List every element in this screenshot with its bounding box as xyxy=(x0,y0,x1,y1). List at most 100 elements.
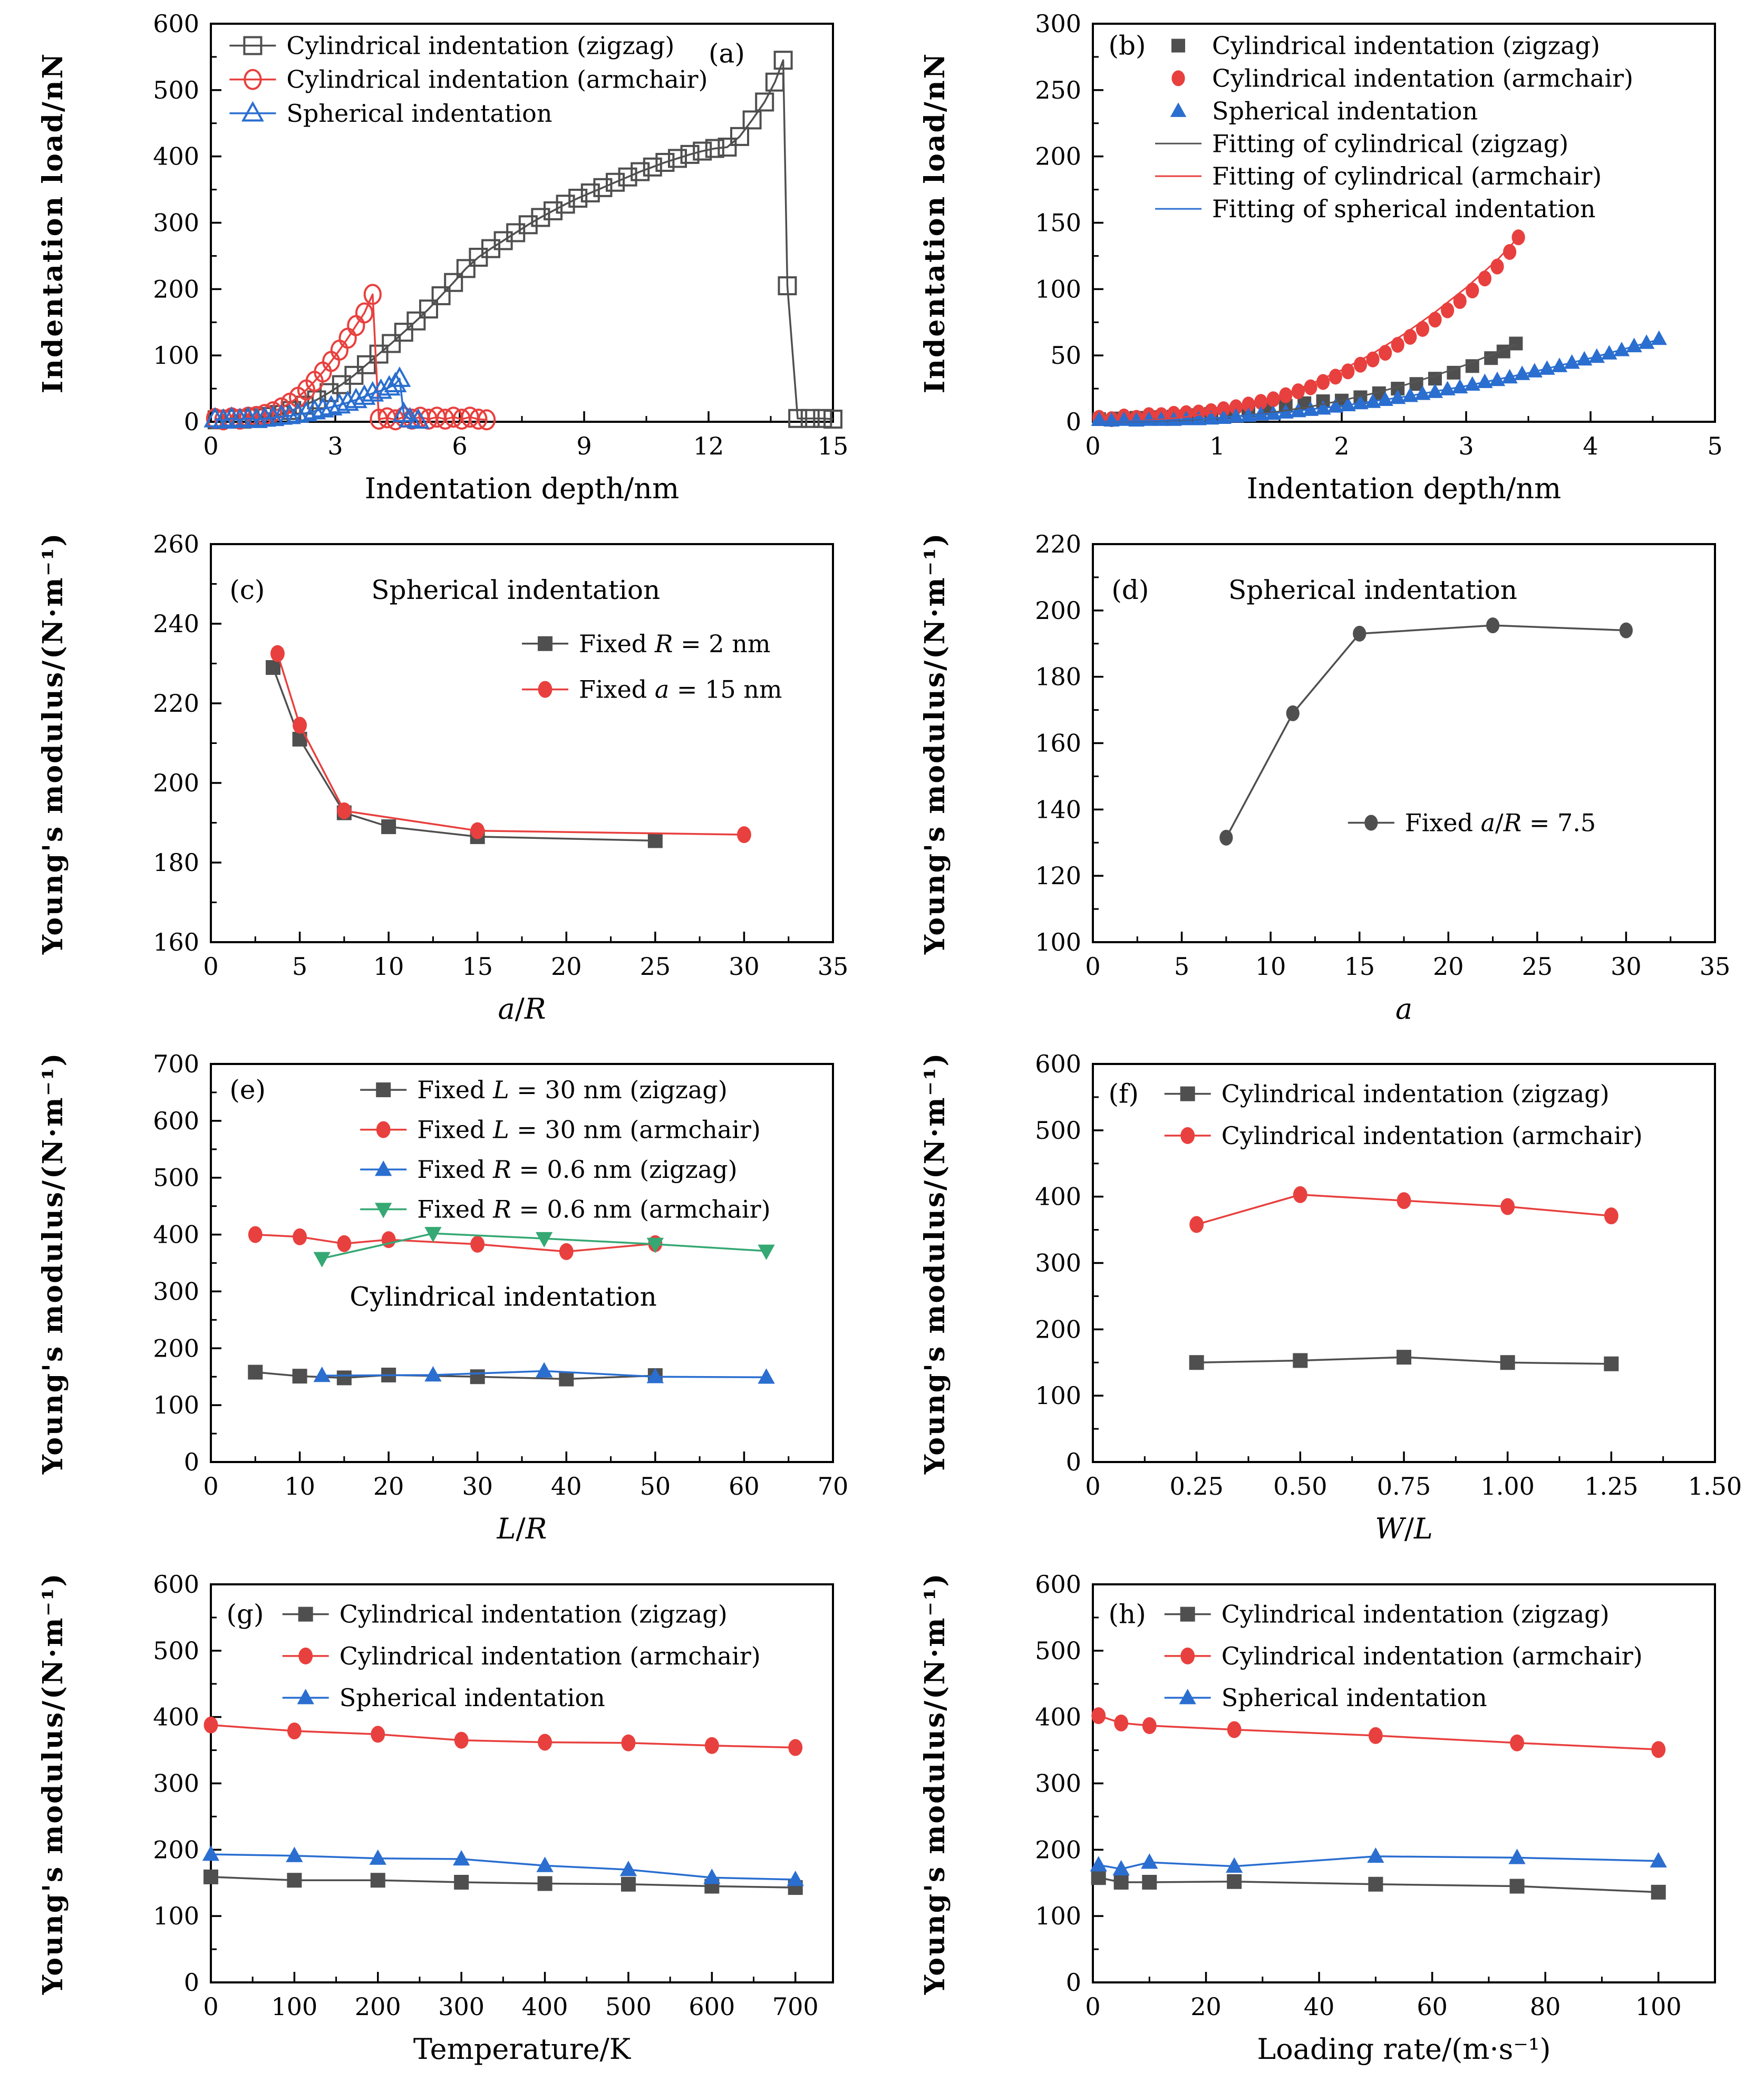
legend-item: Spherical indentation xyxy=(282,1683,605,1712)
data-point-marker xyxy=(454,1731,469,1749)
series xyxy=(1189,1186,1618,1233)
data-point-marker xyxy=(337,802,352,819)
data-point-marker xyxy=(1178,410,1195,425)
y-tick-label: 100 xyxy=(153,1902,199,1930)
data-point-marker xyxy=(1189,1355,1204,1370)
legend-item: Cylindrical indentation (armchair) xyxy=(282,1642,761,1670)
panel-e: 0 10 20 30 40 50 60 700100200300400500600700L/R… xyxy=(37,1050,848,1545)
data-point-marker xyxy=(469,408,488,430)
legend-label: Fixed L = 30 nm (armchair) xyxy=(417,1116,761,1144)
legend-label: Fixed a = 15 nm xyxy=(579,675,782,704)
data-point-marker xyxy=(470,1369,485,1385)
data-point-marker xyxy=(382,334,401,353)
data-point-marker xyxy=(773,51,793,70)
x-tick-label: 5 xyxy=(292,952,307,981)
y-tick-label: 400 xyxy=(1035,1183,1081,1211)
y-axis-label: Young's modulus/(N·m⁻¹) xyxy=(37,1052,69,1475)
data-point-marker xyxy=(668,149,687,168)
y-tick-label: 200 xyxy=(153,769,199,797)
data-point-marker xyxy=(1402,387,1418,402)
data-point-marker xyxy=(381,1231,396,1248)
x-tick-label: 25 xyxy=(1522,952,1553,981)
y-tick-label: 100 xyxy=(153,1391,199,1419)
legend-item: Spherical indentation xyxy=(1164,1683,1487,1712)
y-tick-label: 200 xyxy=(1035,142,1081,171)
y-tick-label: 500 xyxy=(1035,1637,1081,1665)
data-point-marker xyxy=(823,409,842,429)
series xyxy=(313,1227,775,1267)
x-tick-label: 1.00 xyxy=(1480,1472,1534,1501)
x-tick-label: 12 xyxy=(693,432,724,460)
data-point-marker xyxy=(538,681,553,698)
data-point-marker xyxy=(270,645,285,662)
x-tick-label: 2 xyxy=(1334,432,1349,460)
data-point-marker xyxy=(1128,412,1145,427)
x-tick-label: 200 xyxy=(355,1992,401,2021)
data-point-marker xyxy=(1510,1734,1524,1751)
legend-label: Fitting of cylindrical (armchair) xyxy=(1212,162,1602,190)
legend-item: Fixed L = 30 nm (zigzag) xyxy=(360,1076,728,1104)
y-tick-label: 500 xyxy=(153,1164,199,1192)
data-point-marker xyxy=(424,1227,442,1243)
data-point-marker xyxy=(1103,412,1120,427)
series xyxy=(203,1716,803,1756)
data-point-marker xyxy=(1316,374,1330,390)
data-point-marker xyxy=(646,1237,664,1253)
x-tick-label: 40 xyxy=(1304,1992,1335,2021)
y-tick-label: 200 xyxy=(153,1334,199,1362)
x-tick-label: 10 xyxy=(373,952,404,981)
data-point-marker xyxy=(313,1367,331,1382)
data-point-marker xyxy=(202,1845,220,1861)
data-point-marker xyxy=(1564,354,1580,369)
x-axis-label: Indentation depth/nm xyxy=(365,472,679,505)
data-point-marker xyxy=(1490,258,1504,275)
data-point-marker xyxy=(1217,401,1230,418)
data-point-marker xyxy=(287,1873,302,1888)
series xyxy=(248,1364,663,1387)
legend-label: Cylindrical indentation (zigzag) xyxy=(286,32,674,60)
data-point-marker xyxy=(1180,1647,1195,1664)
series xyxy=(1091,1870,1666,1900)
data-point-marker xyxy=(319,395,343,415)
y-tick-label: 220 xyxy=(1035,530,1081,558)
data-point-marker xyxy=(406,408,430,429)
x-tick-label: 20 xyxy=(1433,952,1464,981)
data-point-marker xyxy=(287,1722,302,1740)
y-tick-label: 220 xyxy=(153,689,199,718)
data-point-marker xyxy=(518,215,538,235)
data-point-marker xyxy=(303,399,326,420)
legend-label: Fixed R = 0.6 nm (armchair) xyxy=(417,1195,770,1224)
legend-label: Fixed R = 2 nm xyxy=(579,630,770,658)
data-point-marker xyxy=(1227,1874,1242,1889)
x-tick-label: 0 xyxy=(1085,432,1100,460)
data-point-marker xyxy=(1539,360,1555,375)
data-point-marker xyxy=(538,636,553,651)
data-point-marker xyxy=(703,1869,721,1884)
data-point-marker xyxy=(361,381,384,402)
legend-label: Cylindrical indentation (armchair) xyxy=(1212,64,1633,92)
y-axis-label: Young's modulus/(N·m⁻¹) xyxy=(919,1572,951,1995)
legend-label: Fixed R = 0.6 nm (zigzag) xyxy=(417,1155,737,1184)
legend-item: Fixed R = 0.6 nm (zigzag) xyxy=(360,1155,738,1184)
y-tick-label: 600 xyxy=(1035,1570,1081,1599)
x-tick-label: 100 xyxy=(271,1992,317,2021)
y-tick-label: 300 xyxy=(153,1277,199,1305)
y-tick-label: 600 xyxy=(153,1107,199,1135)
legend-item: Fitting of spherical indentation xyxy=(1155,195,1596,223)
panel-letter: (b) xyxy=(1109,31,1146,61)
x-tick-label: 3 xyxy=(1458,432,1474,460)
data-point-marker xyxy=(1619,622,1633,638)
data-point-marker xyxy=(606,172,625,192)
data-point-marker xyxy=(371,1726,385,1743)
legend-item: Cylindrical indentation (armchair) xyxy=(1164,1642,1643,1670)
data-point-marker xyxy=(375,1160,392,1176)
data-point-marker xyxy=(1428,312,1442,328)
y-tick-label: 500 xyxy=(153,1637,199,1665)
y-tick-label: 100 xyxy=(1035,928,1081,956)
data-point-marker xyxy=(718,138,737,157)
legend-label: Fixed a/R = 7.5 xyxy=(1405,809,1596,837)
x-tick-label: 20 xyxy=(551,952,582,981)
series xyxy=(270,645,751,844)
data-point-marker xyxy=(736,826,751,844)
